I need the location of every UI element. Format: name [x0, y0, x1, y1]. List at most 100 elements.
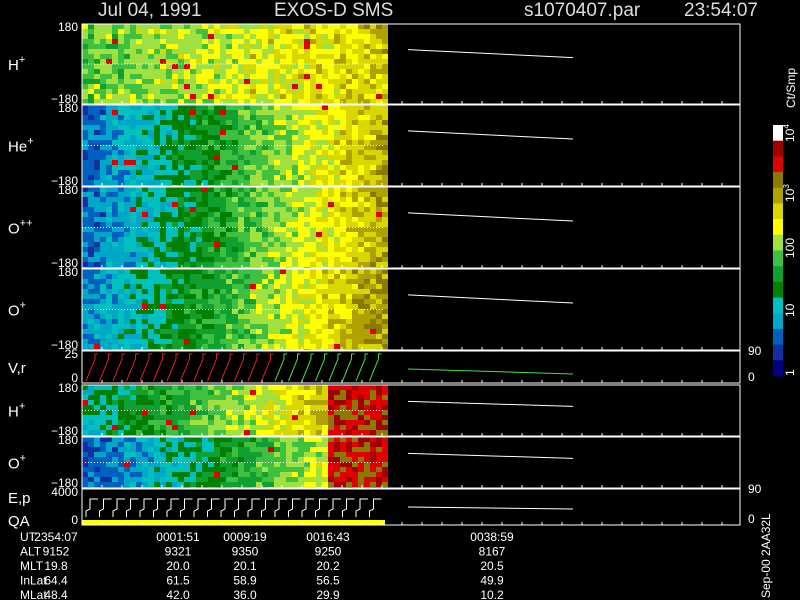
spectrogram-cell [130, 319, 136, 324]
spectrogram-cell [118, 232, 124, 237]
spectrogram-cell [220, 457, 226, 462]
spectrogram-cell [274, 222, 280, 227]
spectrogram-cell [154, 237, 160, 242]
spectrogram-cell [166, 314, 172, 319]
spectrogram-cell [370, 99, 376, 104]
spectrogram-cell [238, 227, 244, 232]
trace-line [407, 294, 574, 304]
spectrogram-cell [274, 304, 280, 309]
spectrogram-cell [334, 202, 340, 207]
spectrogram-cell [94, 79, 100, 84]
spectrogram-cell [88, 150, 94, 155]
spectrogram-cell [358, 79, 364, 84]
spectrogram-cell [250, 227, 256, 232]
spectrogram-cell [88, 155, 94, 160]
spectrogram-cell [370, 284, 376, 289]
spectrogram-cell [232, 39, 238, 44]
spectrogram-cell [370, 227, 376, 232]
spectrogram-cell [166, 457, 172, 462]
spectrogram-cell [154, 457, 160, 462]
spectrogram-cell [124, 74, 130, 79]
row-name: ALT [20, 545, 42, 559]
spectrogram-cell [346, 44, 352, 49]
spectrogram-cell [214, 430, 220, 435]
spectrogram-cell [304, 84, 310, 89]
spectrogram-cell [310, 252, 316, 257]
spectrogram-cell [118, 212, 124, 217]
spectrogram-cell [286, 105, 292, 110]
spectrogram-cell [364, 24, 370, 29]
spectrogram-cell [358, 192, 364, 197]
spectrogram-cell [202, 405, 208, 410]
spectrogram-cell [178, 452, 184, 457]
spectrogram-cell [106, 467, 112, 472]
spectrogram-cell [328, 115, 334, 120]
spectrogram-cell [136, 425, 142, 430]
spectrogram-cell [268, 274, 274, 279]
spectrogram-cell [178, 202, 184, 207]
spectrogram-cell [274, 110, 280, 115]
spectrogram-cell [292, 120, 298, 125]
spectrogram-cell [232, 180, 238, 185]
spectrogram-cell [142, 390, 148, 395]
spectrogram-cell [274, 294, 280, 299]
spectrogram-cell [370, 457, 376, 462]
spectrogram-cell [226, 437, 232, 442]
spectrogram-cell [136, 155, 142, 160]
spectrogram-cell [232, 187, 238, 192]
trace-line [407, 400, 574, 407]
spectrogram-cell [322, 314, 328, 319]
spectrogram-cell [298, 130, 304, 135]
spectrogram-cell [226, 385, 232, 390]
spectrogram-cell [358, 425, 364, 430]
spectrogram-cell [250, 69, 256, 74]
spectrogram-cell [304, 125, 310, 130]
spectrogram-cell [226, 405, 232, 410]
spectrogram-cell [358, 482, 364, 487]
spectrogram-cell [382, 395, 388, 400]
spectrogram-cell [88, 175, 94, 180]
spectrogram-cell [136, 289, 142, 294]
spectrogram-cell [346, 197, 352, 202]
spectrogram-cell [352, 437, 358, 442]
spectrogram-cell [220, 99, 226, 104]
spectrogram-cell [244, 294, 250, 299]
spectrogram-cell [118, 314, 124, 319]
spectrogram-cell [340, 284, 346, 289]
spectrogram-cell [370, 180, 376, 185]
spectrogram-cell [214, 227, 220, 232]
spectrogram-cell [106, 69, 112, 74]
spectrogram-cell [280, 324, 286, 329]
spectrogram-cell [208, 294, 214, 299]
spectrogram-cell [346, 339, 352, 344]
spectrogram-cell [304, 89, 310, 94]
spectrogram-cell [364, 400, 370, 405]
spectrogram-cell [340, 155, 346, 160]
spectrogram-cell [220, 222, 226, 227]
spectrogram-cell [220, 289, 226, 294]
spectrogram-cell [202, 447, 208, 452]
spectrogram-cell [238, 309, 244, 314]
spectrogram-cell [250, 284, 256, 289]
spectrogram-cell [190, 430, 196, 435]
spectrogram-cell [94, 187, 100, 192]
spectrogram-cell [124, 420, 130, 425]
spectrogram-cell [184, 24, 190, 29]
spectrogram-cell [100, 472, 106, 477]
spectrogram-cell [382, 180, 388, 185]
spectrogram-cell [322, 420, 328, 425]
spectrogram-cell [100, 294, 106, 299]
spectrogram-cell [274, 59, 280, 64]
spectrogram-cell [274, 160, 280, 165]
spectrogram-cell [346, 242, 352, 247]
energy-trace [126, 498, 139, 517]
spectrogram-cell [274, 202, 280, 207]
spectrogram-cell [172, 64, 178, 69]
spectrogram-cell [220, 155, 226, 160]
spectrogram-cell [166, 150, 172, 155]
spectrogram-cell [268, 329, 274, 334]
spectrogram-cell [376, 314, 382, 319]
spectrogram-cell [334, 299, 340, 304]
spectrogram-cell [352, 329, 358, 334]
